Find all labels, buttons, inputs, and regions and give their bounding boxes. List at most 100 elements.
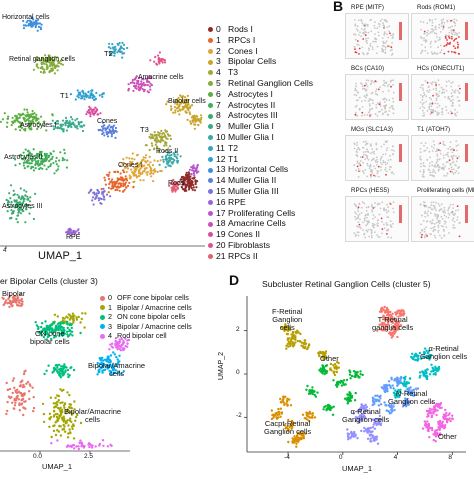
rgc-cell-point [277, 407, 280, 411]
rgc-cell-point [369, 426, 372, 430]
cell-point [186, 184, 189, 187]
expression-point [439, 44, 442, 47]
rgc-cell-point [423, 356, 426, 359]
cell-point [149, 161, 152, 164]
bipolar-cell-point [6, 388, 10, 391]
expression-point [435, 99, 438, 102]
cell-point [191, 169, 194, 172]
cell-point [170, 156, 173, 159]
cell-point [81, 129, 85, 133]
expression-point [429, 46, 432, 48]
rgc-cell-point [280, 401, 283, 404]
bipolar-cell-point [68, 393, 71, 397]
bipolar-cell-point [52, 410, 56, 413]
expression-point [377, 202, 380, 205]
rgc-cell-point [375, 438, 378, 441]
expression-point [364, 25, 367, 27]
expression-point [368, 235, 370, 238]
rgc-cell-point [437, 434, 440, 437]
expression-point [442, 24, 445, 27]
expression-point [433, 32, 436, 35]
expression-point [358, 53, 360, 55]
cell-point [174, 99, 178, 103]
expression-point [356, 25, 359, 28]
cell-point [51, 155, 54, 158]
expression-point [390, 105, 393, 108]
rgc-cell-point [427, 414, 430, 418]
rgc-cell-point [444, 408, 447, 412]
expression-point [392, 97, 394, 100]
feature-plot [411, 196, 474, 242]
bipolar-cell-point [56, 366, 59, 369]
rgc-cell-point [406, 401, 409, 404]
cell-point [118, 41, 121, 45]
expression-point [353, 164, 356, 167]
cell-point [102, 187, 105, 190]
cell-point [77, 231, 80, 234]
cell-point [155, 145, 159, 148]
expression-point [365, 90, 367, 92]
rgc-cell-point [422, 372, 425, 375]
expression-point [375, 104, 378, 106]
expression-point [430, 51, 433, 54]
expression-point [452, 155, 455, 157]
expression-point [383, 84, 386, 87]
cell-point [8, 192, 11, 195]
cell-point [29, 120, 32, 123]
rgc-cell-point [291, 330, 295, 334]
expression-point [435, 32, 438, 35]
expression-point [437, 231, 440, 233]
cell-point [97, 199, 101, 202]
bipolar-cell-point [110, 444, 113, 447]
rgc-cell-point [333, 363, 337, 366]
cell-point [149, 88, 152, 91]
bipolar-cell-point [23, 392, 26, 395]
expression-point [422, 204, 425, 207]
expression-point [356, 91, 359, 93]
expression-point [380, 169, 382, 171]
cell-point [34, 26, 37, 29]
cell-point [49, 163, 53, 166]
expression-point [421, 96, 424, 99]
expression-point [356, 160, 359, 163]
bipolar-cell-point [16, 295, 19, 298]
bipolar-cell-point [80, 442, 84, 446]
rgc-cell-point [291, 437, 294, 440]
expression-point [354, 218, 357, 221]
expression-point [366, 220, 368, 222]
bipolar-cell-point [53, 406, 56, 409]
expression-point [376, 27, 379, 30]
cell-point [62, 130, 65, 133]
cell-point [148, 165, 151, 168]
expression-point [422, 89, 425, 91]
expression-point [390, 54, 393, 56]
panel-d-x-tick-label: -4 [284, 454, 290, 461]
bipolar-cell-point [65, 330, 69, 333]
expression-point [387, 89, 390, 92]
expression-point [455, 209, 457, 212]
rgc-cell-point [380, 328, 384, 332]
bipolar-cell-point [11, 379, 15, 382]
cell-point [75, 125, 79, 128]
expression-point [372, 214, 375, 216]
legend-cluster-id: 20 [216, 240, 226, 250]
cell-point [18, 201, 21, 204]
rgc-cell-point [413, 358, 417, 361]
label-rods-2: Rods II [156, 148, 179, 155]
rgc-cell-point [332, 405, 335, 408]
cell-point [128, 181, 131, 184]
cell-point [52, 125, 55, 128]
expression-point [355, 85, 358, 88]
rgc-cell-point [358, 409, 362, 412]
cell-point [92, 108, 95, 111]
expression-point [427, 29, 429, 32]
expression-point [428, 106, 430, 109]
expression-point [384, 46, 387, 49]
cell-point [13, 193, 16, 196]
rgc-cell-point [390, 404, 393, 407]
expression-point [420, 223, 423, 226]
cell-point [101, 132, 104, 136]
legend-item: 7 Astrocytes II [208, 100, 275, 110]
rgc-cell-point [325, 364, 329, 367]
expression-point [443, 220, 446, 223]
